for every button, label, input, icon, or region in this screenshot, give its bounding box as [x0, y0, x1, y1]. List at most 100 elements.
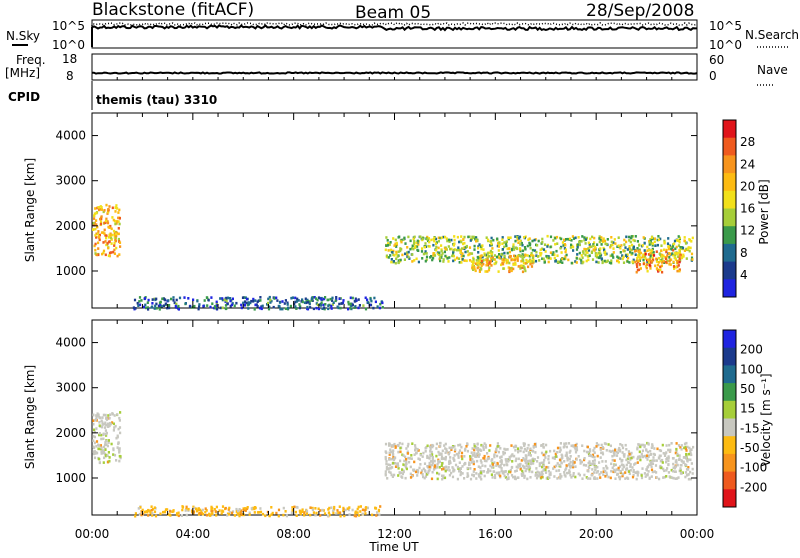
- range-cell: [445, 450, 448, 453]
- range-cell: [612, 251, 615, 254]
- range-cell: [684, 445, 687, 449]
- range-cell: [180, 514, 183, 517]
- range-cell: [587, 249, 591, 252]
- range-cell: [600, 471, 603, 474]
- y-tick-label: 2000: [55, 426, 86, 440]
- range-cell: [391, 444, 394, 448]
- range-cell: [449, 456, 452, 459]
- range-cell: [470, 252, 474, 255]
- range-cell: [105, 443, 108, 446]
- range-cell: [464, 250, 467, 254]
- range-cell: [250, 507, 253, 510]
- range-cell: [646, 245, 649, 249]
- range-cell: [97, 447, 100, 451]
- range-cell: [609, 244, 613, 247]
- range-cell: [480, 443, 483, 447]
- range-cell: [453, 238, 456, 242]
- range-cell: [617, 260, 620, 264]
- range-cell: [484, 443, 487, 447]
- range-cell: [503, 447, 506, 451]
- range-cell: [632, 258, 635, 262]
- freq-trace: [91, 71, 698, 75]
- range-cell: [488, 449, 491, 452]
- range-cell: [203, 299, 206, 302]
- range-cell: [651, 251, 654, 254]
- range-cell: [187, 507, 190, 511]
- range-cell: [640, 476, 644, 480]
- range-cell: [449, 247, 452, 251]
- range-cell: [423, 476, 426, 480]
- range-cell: [137, 507, 140, 510]
- range-cell: [106, 444, 109, 448]
- range-cell: [667, 463, 670, 467]
- range-cell: [413, 453, 416, 456]
- range-cell: [554, 242, 557, 246]
- range-cell: [569, 473, 572, 477]
- range-cell: [477, 450, 480, 454]
- range-cell: [450, 238, 453, 242]
- range-cell: [394, 242, 397, 246]
- range-cell: [688, 238, 691, 241]
- range-cell: [410, 454, 413, 457]
- range-cell: [491, 251, 494, 254]
- range-cell: [146, 306, 149, 309]
- range-cell: [582, 252, 585, 255]
- range-cell: [431, 453, 434, 456]
- range-cell: [354, 299, 357, 303]
- range-cell: [593, 451, 596, 454]
- range-cell: [92, 223, 95, 226]
- range-cell: [592, 244, 595, 248]
- range-cell: [456, 235, 459, 239]
- range-cell: [549, 245, 552, 249]
- range-cell: [514, 459, 517, 463]
- range-cell: [684, 475, 687, 479]
- range-cell: [436, 466, 439, 469]
- range-cell: [563, 460, 566, 463]
- range-cell: [564, 248, 567, 251]
- range-cell: [598, 240, 601, 244]
- range-cell: [517, 449, 520, 452]
- range-cell: [506, 473, 509, 476]
- range-cell: [349, 302, 352, 306]
- range-cell: [106, 454, 109, 457]
- range-cell: [669, 263, 672, 266]
- range-cell: [435, 442, 438, 446]
- range-cell: [540, 475, 543, 479]
- range-cell: [407, 235, 410, 239]
- range-cell: [473, 468, 476, 471]
- range-cell: [627, 470, 631, 473]
- range-cell: [112, 429, 115, 432]
- range-cell: [419, 463, 422, 466]
- range-cell: [567, 442, 571, 445]
- range-cell: [683, 249, 686, 252]
- range-cell: [282, 506, 285, 510]
- range-cell: [655, 471, 658, 474]
- range-cell: [677, 235, 680, 238]
- range-cell: [669, 258, 672, 262]
- nsearch-tick-bottom: 10^0: [709, 38, 742, 52]
- range-cell: [685, 441, 688, 445]
- range-cell: [118, 449, 121, 453]
- range-cell: [253, 507, 256, 511]
- range-cell: [616, 245, 619, 248]
- range-cell: [115, 436, 118, 440]
- range-cell: [623, 243, 626, 246]
- range-cell: [658, 457, 661, 460]
- range-cell: [426, 454, 429, 458]
- range-cell: [452, 254, 455, 258]
- range-cell: [646, 458, 649, 461]
- range-cell: [532, 254, 535, 258]
- range-cell: [231, 302, 234, 305]
- range-cell: [690, 240, 693, 243]
- range-cell: [426, 456, 429, 459]
- range-cell: [111, 412, 114, 416]
- range-cell: [458, 461, 461, 464]
- range-cell: [101, 425, 104, 429]
- range-cell: [390, 450, 393, 454]
- range-cell: [484, 258, 487, 262]
- range-cell: [446, 468, 449, 472]
- range-cell: [153, 506, 156, 509]
- range-cell: [507, 470, 511, 473]
- range-cell: [394, 445, 397, 448]
- range-cell: [605, 473, 608, 477]
